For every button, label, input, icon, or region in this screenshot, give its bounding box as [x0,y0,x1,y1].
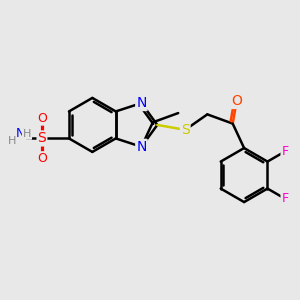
Text: N: N [136,96,147,110]
Text: N: N [136,140,147,154]
Text: S: S [38,131,46,146]
Text: H: H [8,136,16,146]
Text: O: O [37,112,47,125]
Text: F: F [281,145,289,158]
Text: H: H [23,129,31,139]
Text: O: O [231,94,242,108]
Text: O: O [37,152,47,165]
Text: N: N [16,128,25,140]
Text: F: F [281,192,289,205]
Text: S: S [181,123,190,137]
